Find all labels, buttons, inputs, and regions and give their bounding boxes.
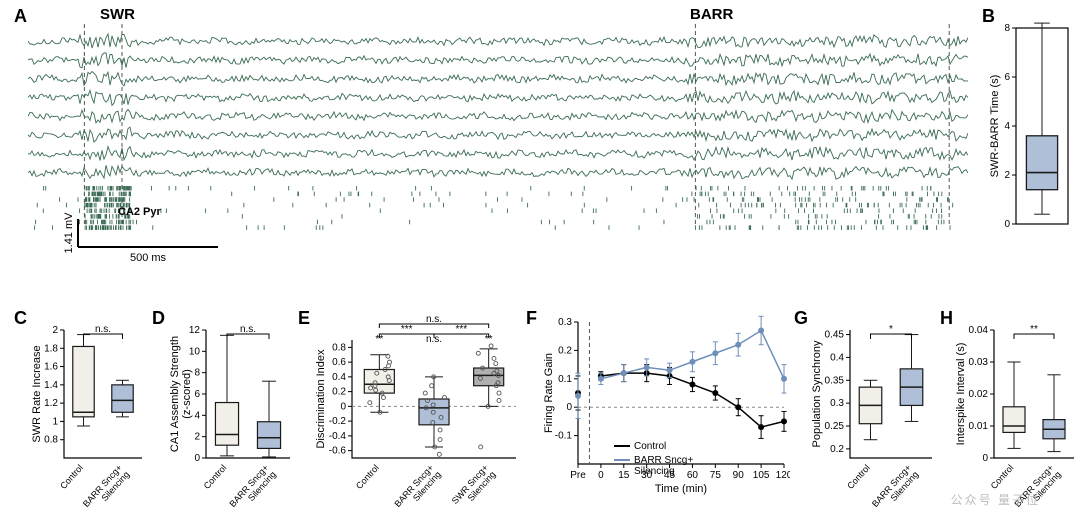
svg-text:8: 8 [1004, 23, 1010, 34]
svg-text:Firing Rate Gain: Firing Rate Gain [543, 353, 555, 433]
svg-text:***: *** [401, 324, 413, 335]
svg-text:BARR Sncg+Silencing: BARR Sncg+Silencing [870, 463, 920, 512]
svg-text:Control: Control [989, 463, 1016, 491]
svg-text:0.3: 0.3 [558, 317, 572, 328]
panel-a-label: A [14, 6, 27, 27]
svg-text:n.s.: n.s. [426, 314, 442, 325]
svg-text:Control: Control [202, 463, 229, 491]
svg-text:4: 4 [1004, 121, 1010, 132]
svg-text:*: * [889, 324, 893, 335]
svg-text:SWR Rate Increase: SWR Rate Increase [31, 345, 43, 442]
svg-text:Time (min): Time (min) [655, 483, 707, 495]
svg-text:1.6: 1.6 [44, 362, 58, 373]
svg-text:0.2: 0.2 [332, 387, 346, 398]
svg-text:0.4: 0.4 [332, 372, 346, 383]
svg-text:-0.2: -0.2 [329, 416, 347, 427]
svg-text:BARR Sncg+Silencing: BARR Sncg+Silencing [81, 463, 131, 512]
svg-text:10: 10 [189, 346, 201, 357]
svg-text:Control: Control [634, 441, 666, 452]
svg-text:0: 0 [598, 470, 604, 481]
svg-text:1.4: 1.4 [44, 380, 58, 391]
svg-text:500 ms: 500 ms [130, 252, 167, 264]
svg-text:1.2: 1.2 [44, 398, 58, 409]
panel-d-label: D [152, 308, 165, 329]
panel-c-label: C [14, 308, 27, 329]
svg-text:60: 60 [687, 470, 699, 481]
panel-g-boxplot: 0.2 0.25 0.3 0.35 0.4 0.45Population Synchron… [808, 312, 938, 512]
svg-text:Interspike Interval (s): Interspike Interval (s) [955, 343, 967, 446]
svg-text:0.02: 0.02 [969, 389, 989, 400]
svg-text:0: 0 [982, 453, 988, 464]
svg-text:Population Synchrony: Population Synchrony [811, 340, 823, 448]
svg-text:90: 90 [733, 470, 745, 481]
svg-text:0.2: 0.2 [830, 444, 844, 455]
svg-text:SWR-BARR Time (s): SWR-BARR Time (s) [989, 75, 1001, 178]
svg-text:0.2: 0.2 [558, 345, 572, 356]
svg-text:2: 2 [52, 325, 58, 336]
svg-text:0.04: 0.04 [969, 325, 989, 336]
svg-text:Discrimination Index: Discrimination Index [315, 349, 327, 449]
svg-text:BARR Sncg+Silencing: BARR Sncg+Silencing [227, 463, 277, 512]
svg-text:0: 0 [194, 453, 200, 464]
panel-d-boxplot: 024681012CA1 Assembly Strength(z-scored)… [166, 312, 296, 512]
watermark-text: 公众号 量子位 [951, 491, 1040, 508]
panel-h-boxplot: 0 0.01 0.02 0.03 0.04Interspike Interval (s)… [952, 312, 1080, 512]
svg-text:0.3: 0.3 [830, 398, 844, 409]
svg-text:BARR Sncg+Silencing: BARR Sncg+Silencing [392, 463, 442, 512]
svg-text:105: 105 [753, 470, 770, 481]
svg-text:0.8: 0.8 [332, 342, 346, 353]
figure-root: A SWR BARR 1.41 mV500 msCA2 Pyr B 02468S… [0, 0, 1080, 516]
svg-text:15: 15 [618, 470, 630, 481]
panel-b-boxplot: 0 2 4 6 8 SWR-BARR Time (s) [988, 22, 1074, 232]
svg-text:-0.4: -0.4 [329, 431, 347, 442]
panel-e-boxplot: -0.6 -0.4 -0.2 0 0.2 0.4 0.6 0.8 Discrimination … [312, 312, 522, 512]
svg-text:75: 75 [710, 470, 722, 481]
svg-text:-0.1: -0.1 [555, 431, 573, 442]
panel-g-label: G [794, 308, 808, 329]
svg-text:Control: Control [58, 463, 85, 491]
svg-text:-0.6: -0.6 [329, 446, 347, 457]
svg-text:120: 120 [776, 470, 790, 481]
panel-f-label: F [526, 308, 537, 329]
svg-text:0.6: 0.6 [332, 357, 346, 368]
svg-text:2: 2 [1004, 170, 1010, 181]
panel-c-boxplot: 0.8 1 1.2 1.4 1.6 1.8 2 SWR Rate Increase Contro… [28, 312, 148, 512]
svg-text:2: 2 [194, 432, 200, 443]
svg-text:0.4: 0.4 [830, 352, 844, 363]
svg-text:**: ** [1030, 324, 1038, 335]
svg-text:n.s.: n.s. [240, 324, 256, 335]
svg-text:0.25: 0.25 [825, 421, 845, 432]
svg-text:Pre: Pre [570, 470, 586, 481]
svg-text:0.8: 0.8 [44, 435, 58, 446]
panel-f-lines: -0.100.10.20.3Firing Rate GainPre0153045… [540, 312, 790, 512]
svg-text:0: 0 [1004, 219, 1010, 230]
svg-text:0.01: 0.01 [969, 421, 989, 432]
barr-heading: BARR [690, 6, 733, 23]
svg-text:0.45: 0.45 [825, 330, 845, 341]
svg-text:4: 4 [194, 410, 200, 421]
svg-text:n.s.: n.s. [95, 324, 111, 335]
svg-text:1.41 mV: 1.41 mV [63, 212, 75, 254]
svg-text:***: *** [455, 324, 467, 335]
svg-text:1: 1 [52, 416, 58, 427]
svg-text:0: 0 [566, 402, 572, 413]
svg-text:12: 12 [189, 325, 201, 336]
svg-text:BARR Sncg+Silencing: BARR Sncg+Silencing [634, 455, 693, 477]
svg-text:CA2 Pyr: CA2 Pyr [118, 206, 162, 218]
svg-text:0.1: 0.1 [558, 374, 572, 385]
svg-text:SWR Sncg+Silencing: SWR Sncg+Silencing [450, 463, 498, 512]
svg-text:1.8: 1.8 [44, 343, 58, 354]
svg-text:0.35: 0.35 [825, 375, 845, 386]
svg-text:6: 6 [194, 389, 200, 400]
svg-text:Control: Control [354, 463, 381, 491]
panel-a-traces: 1.41 mV 500 ms CA2 Pyr [28, 24, 968, 304]
svg-text:6: 6 [1004, 72, 1010, 83]
svg-text:8: 8 [194, 368, 200, 379]
svg-text:0.03: 0.03 [969, 357, 989, 368]
svg-text:0: 0 [340, 401, 346, 412]
svg-text:Control: Control [845, 463, 872, 491]
panel-e-label: E [298, 308, 310, 329]
swr-heading: SWR [100, 6, 135, 23]
